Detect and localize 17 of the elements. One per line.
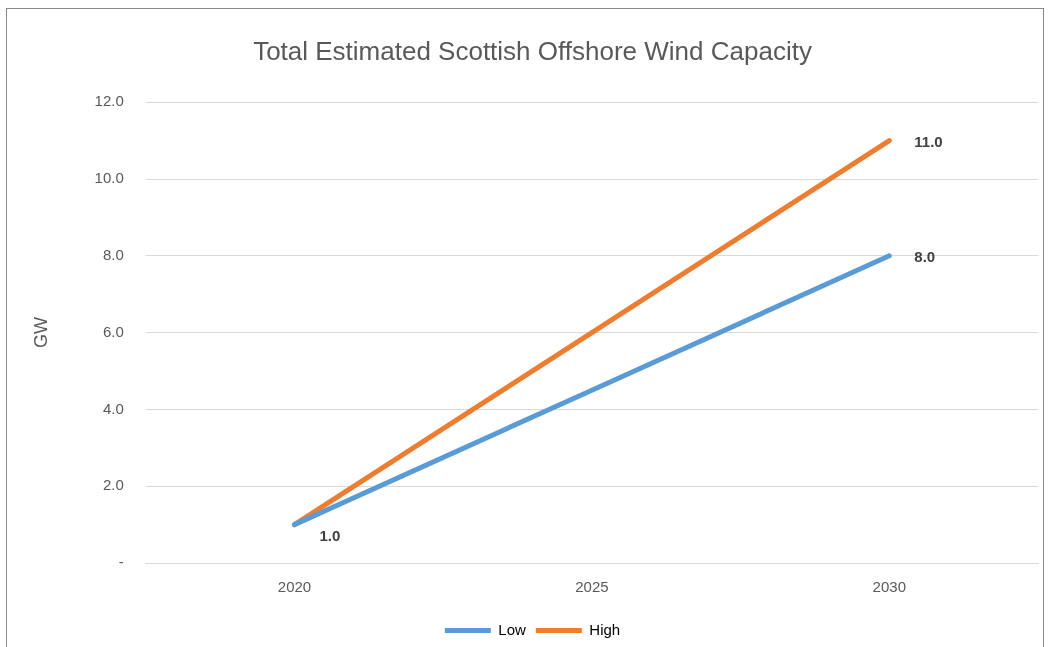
- y-tick-label: -: [118, 553, 124, 571]
- y-tick-label: 12.0: [94, 92, 124, 110]
- legend-label: Low: [498, 620, 526, 638]
- y-tick-label: 10.0: [94, 169, 124, 187]
- y-tick-label: 4.0: [102, 399, 124, 417]
- x-tick-label: 2020: [277, 578, 312, 596]
- data-label: 8.0: [914, 247, 936, 265]
- legend-label: High: [589, 620, 621, 638]
- x-tick-label: 2025: [575, 578, 609, 596]
- y-tick-label: 2.0: [102, 476, 124, 494]
- x-tick-label: 2030: [872, 578, 906, 596]
- data-label: 1.0: [319, 526, 341, 544]
- y-axis-title: GW: [30, 317, 51, 349]
- chart-title: Total Estimated Scottish Offshore Wind Capacity: [253, 35, 812, 66]
- y-tick-label: 6.0: [102, 322, 124, 340]
- y-tick-label: 8.0: [102, 245, 124, 263]
- data-label: 11.0: [914, 132, 943, 150]
